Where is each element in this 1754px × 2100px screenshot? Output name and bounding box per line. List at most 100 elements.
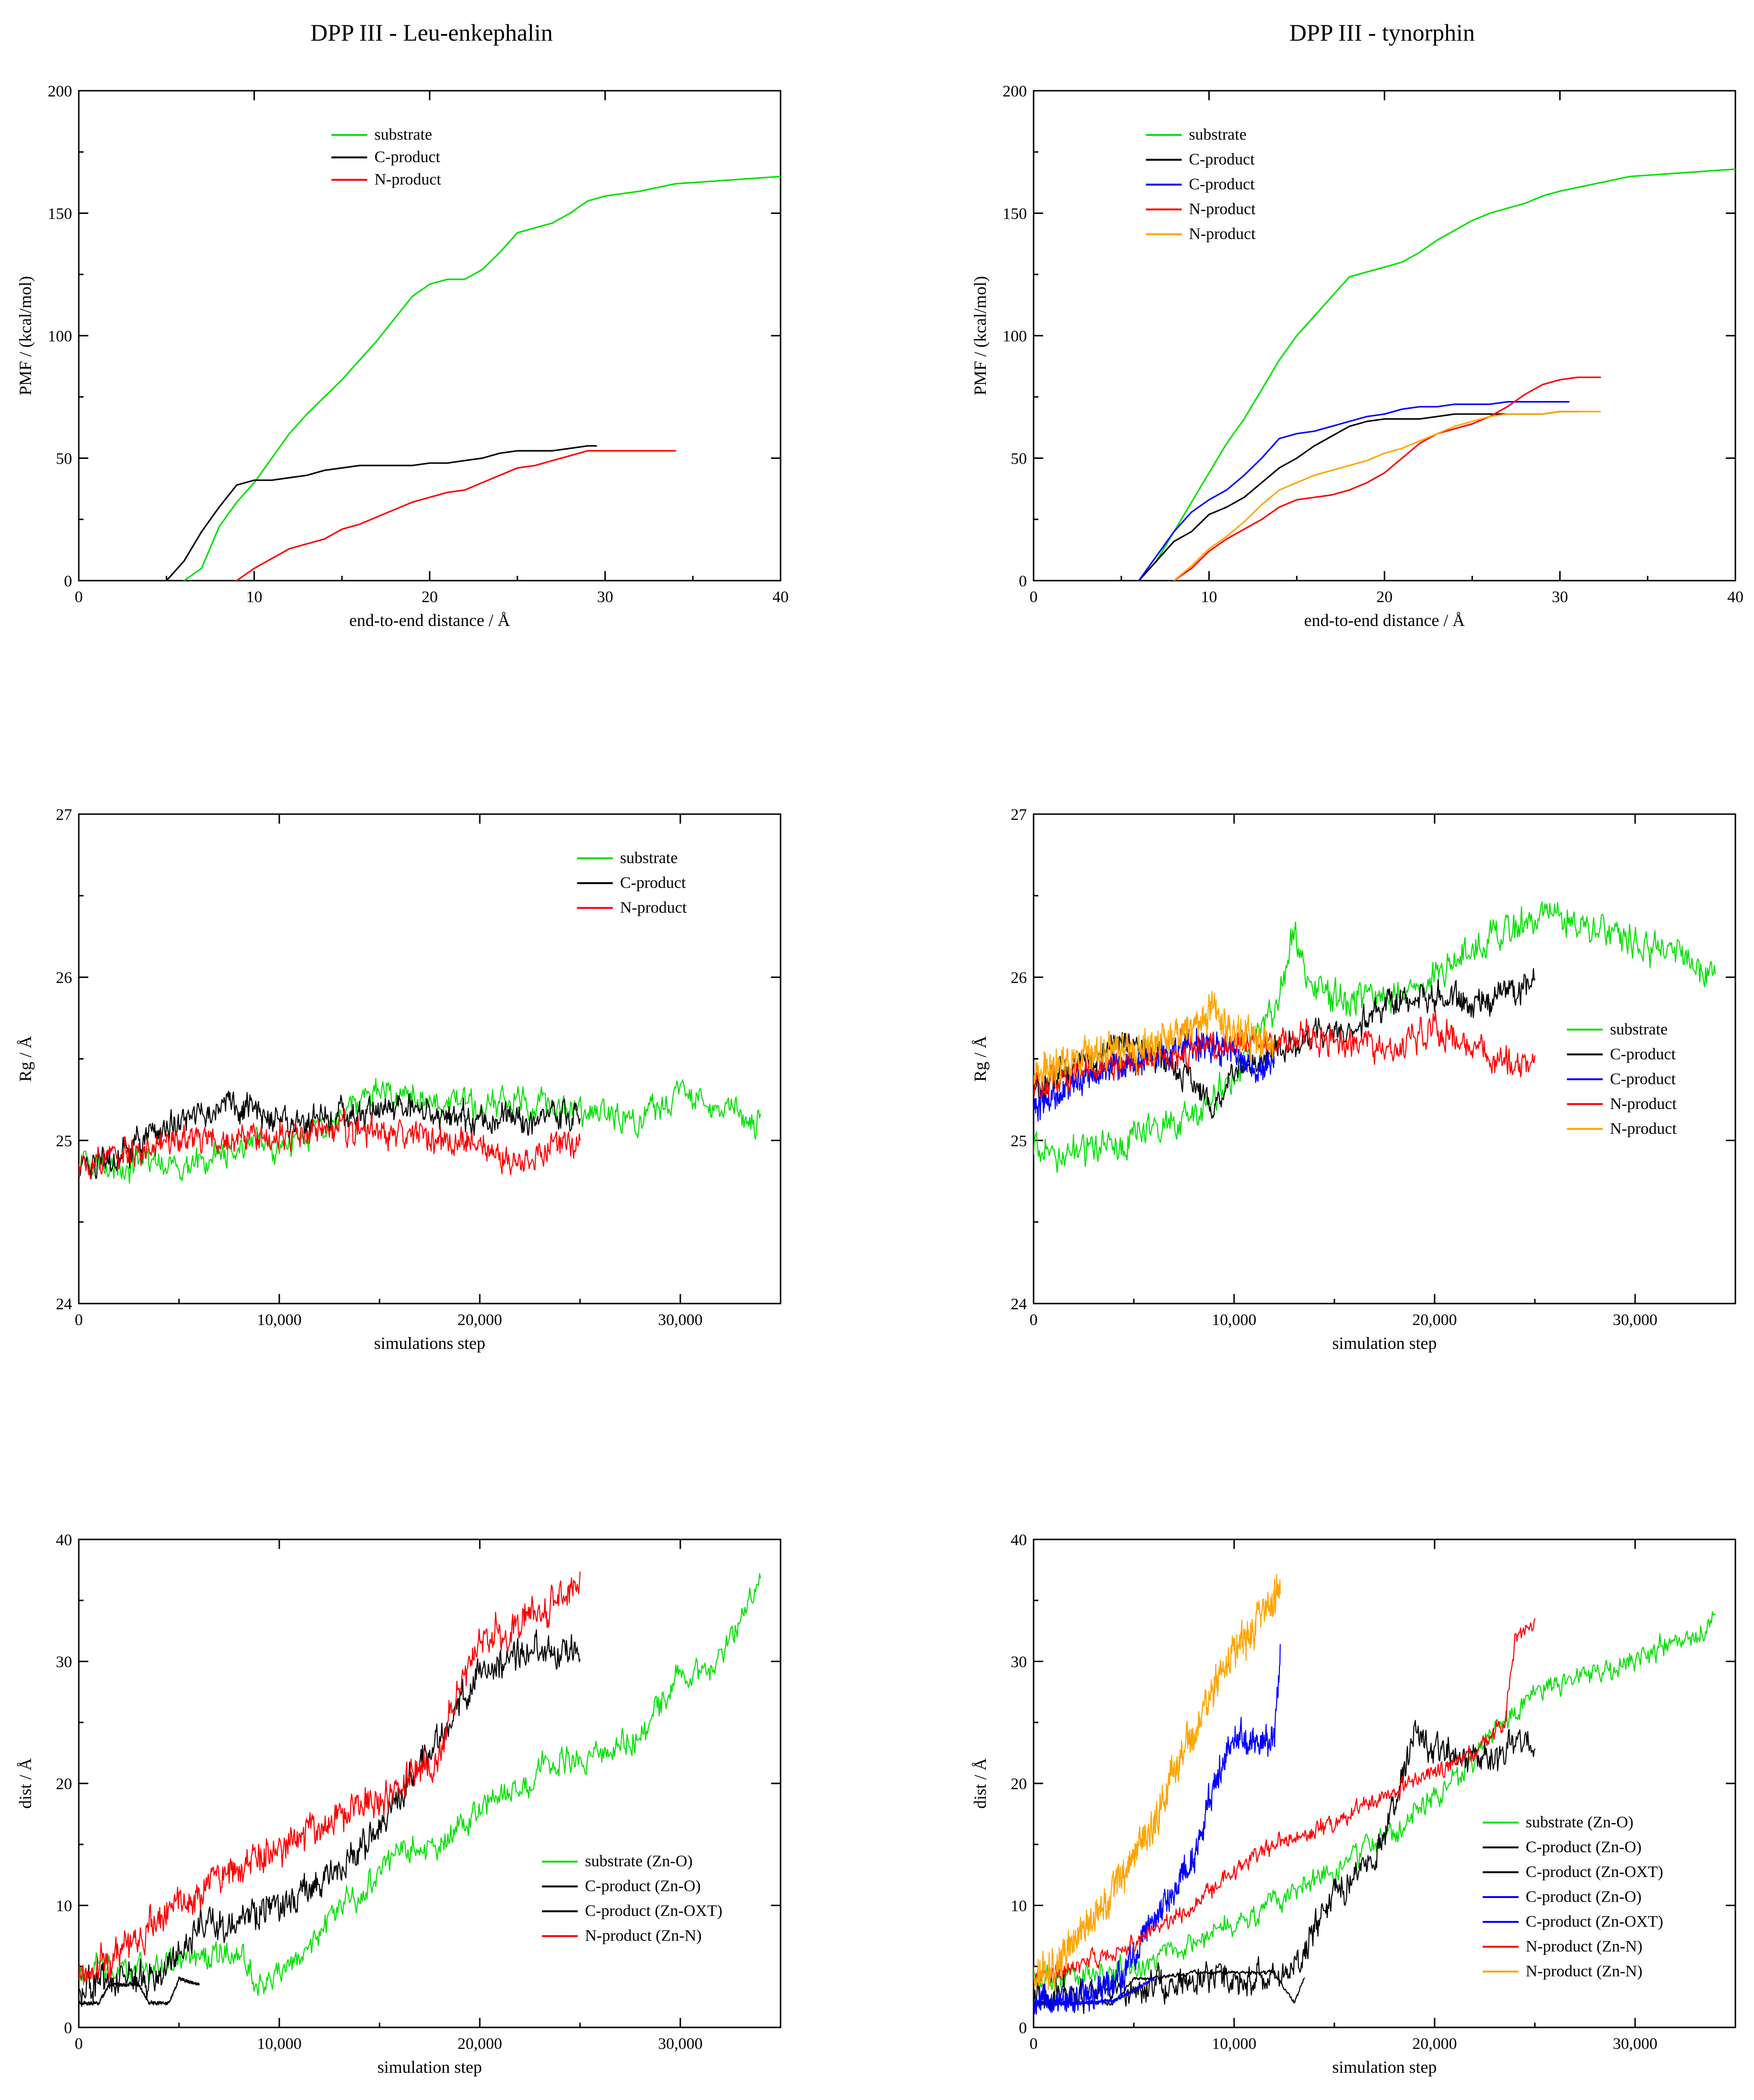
series-group — [1034, 1574, 1716, 2015]
legend-label-c-product-zn-o: C-product (Zn-O) — [585, 1877, 701, 1895]
y-tick-label: 50 — [1011, 450, 1027, 468]
x-tick-label: 10,000 — [1212, 1311, 1257, 1329]
panel-1-2: 0 10,000 20,000 30,000 0 10 20 30 40 simulation s… — [971, 1531, 1736, 2077]
x-tick-label: 30 — [597, 588, 613, 606]
x-tick-label: 10 — [1201, 588, 1217, 606]
plot-frame — [1033, 90, 1736, 582]
x-tick-label: 10,000 — [1212, 2035, 1257, 2053]
y-tick-label: 26 — [56, 969, 72, 987]
legend-label-n-product-zn-n: N-product (Zn-N) — [1526, 1962, 1643, 1980]
legend-label-c-product: C-product — [620, 874, 686, 892]
legend-label-n-product: N-product — [1610, 1095, 1677, 1113]
series-group — [79, 1078, 761, 1184]
panel-0-1: 0 10,000 20,000 30,000 24 25 26 27 simulations s… — [16, 806, 782, 1353]
x-axis-label: end-to-end distance / Å — [349, 611, 510, 630]
series-n-product-line — [79, 1108, 581, 1180]
series-n-product-zn-n-line — [79, 1571, 581, 1982]
x-tick-label: 20,000 — [457, 1311, 502, 1329]
legend-label-substrate-zn-o: substrate (Zn-O) — [1526, 1814, 1634, 1831]
legend-label-substrate: substrate — [620, 849, 678, 867]
x-axis-label: simulation step — [1332, 1334, 1437, 1353]
y-tick-label: 30 — [56, 1654, 72, 1671]
y-tick-label: 27 — [1011, 806, 1027, 824]
series-n-product-zn-n-line — [1034, 1618, 1536, 1984]
series-n-product-line — [1034, 991, 1275, 1090]
legend-label-c-product: C-product — [1189, 176, 1255, 193]
legend-label-n-product: N-product — [374, 171, 441, 189]
series-group — [166, 176, 781, 581]
legend-label-c-product: C-product — [1610, 1070, 1676, 1088]
legend-label-c-product-zn-o: C-product (Zn-O) — [1526, 1888, 1642, 1906]
panel-0-0: 0 10 20 30 40 0 50 100 150 200 end-to-end distance… — [16, 83, 789, 630]
y-tick-label: 150 — [1003, 205, 1027, 223]
y-tick-label: 100 — [48, 328, 72, 345]
x-tick-label: 30,000 — [1613, 2035, 1658, 2053]
legend-label-c-product-zn-oxt: C-product (Zn-OXT) — [585, 1902, 722, 1920]
series-n-product-line — [236, 450, 676, 581]
y-tick-label: 25 — [56, 1132, 72, 1150]
series-c-product-zn-o-line — [1034, 1644, 1281, 2015]
x-tick-label: 30,000 — [1613, 1311, 1658, 1329]
x-tick-label: 20,000 — [457, 2035, 502, 2053]
legend-label-c-product-zn-oxt: C-product (Zn-OXT) — [1526, 1863, 1663, 1881]
y-axis-label: dist / Å — [971, 1758, 990, 1809]
series-n-product-line — [1034, 1009, 1536, 1098]
series-c-product-line — [166, 445, 597, 581]
legend-label-substrate: substrate — [1189, 126, 1247, 144]
x-tick-label: 20 — [1376, 588, 1393, 606]
x-tick-label: 0 — [75, 2035, 83, 2053]
legend-label-n-product-zn-n: N-product (Zn-N) — [1526, 1938, 1643, 1955]
legend-label-substrate: substrate — [374, 126, 432, 144]
x-tick-label: 0 — [1030, 2035, 1038, 2053]
series-substrate-line — [1138, 168, 1735, 581]
x-tick-label: 10 — [246, 588, 263, 606]
x-tick-label: 30 — [1552, 588, 1568, 606]
y-tick-label: 25 — [1011, 1132, 1027, 1150]
legend-label-substrate: substrate — [1610, 1020, 1668, 1038]
series-c-product-line — [79, 1091, 581, 1179]
legend-label-n-product: N-product — [1189, 201, 1256, 218]
legend-label-n-product: N-product — [620, 899, 687, 917]
x-tick-label: 10,000 — [257, 2035, 302, 2053]
x-tick-label: 40 — [1727, 588, 1743, 606]
y-tick-label: 10 — [1011, 1898, 1027, 1915]
y-tick-label: 30 — [1011, 1654, 1027, 1671]
x-axis-label: simulations step — [374, 1334, 486, 1353]
x-axis-label: simulation step — [378, 2058, 482, 2077]
legend: substrate (Zn-O) C-product (Zn-O) C-produc… — [542, 1853, 722, 1945]
series-group — [1034, 901, 1716, 1173]
column-title-leu-enkephalin: DPP III - Leu-enkephalin — [310, 19, 553, 46]
panel-0-2: 0 10,000 20,000 30,000 0 10 20 30 40 simulation s… — [16, 1531, 782, 2077]
legend-label-n-product: N-product — [1610, 1120, 1677, 1137]
y-tick-label: 24 — [1011, 1295, 1027, 1313]
x-tick-label: 10,000 — [257, 1311, 302, 1329]
y-tick-label: 0 — [1019, 2019, 1027, 2037]
y-tick-label: 40 — [1011, 1531, 1027, 1549]
y-tick-label: 20 — [1011, 1775, 1027, 1793]
series-substrate-zn-o-line — [1034, 1611, 1716, 1991]
series-c-product-zn-oxt-line — [1034, 1977, 1155, 2006]
y-tick-label: 200 — [48, 83, 72, 100]
y-axis-label: PMF / (kcal/mol) — [16, 276, 35, 395]
y-tick-label: 20 — [56, 1775, 72, 1793]
y-tick-label: 0 — [1019, 573, 1027, 590]
x-tick-label: 0 — [75, 1311, 83, 1329]
x-tick-label: 40 — [772, 588, 789, 606]
series-substrate-zn-o-line — [79, 1573, 761, 1996]
y-axis-label: dist / Å — [16, 1758, 35, 1809]
y-tick-label: 26 — [1011, 969, 1027, 987]
series-n-product-line — [1173, 376, 1601, 581]
y-tick-label: 24 — [56, 1295, 72, 1313]
series-n-product-line — [1173, 411, 1601, 581]
legend-label-n-product: N-product — [1189, 225, 1256, 243]
series-c-product-line — [1138, 401, 1570, 581]
y-axis-label: Rg / Å — [971, 1036, 990, 1082]
y-tick-label: 0 — [64, 2019, 72, 2037]
y-tick-label: 40 — [56, 1531, 72, 1549]
legend-label-substrate-zn-o: substrate (Zn-O) — [585, 1853, 693, 1870]
y-tick-label: 200 — [1003, 83, 1027, 100]
series-substrate-line — [183, 176, 781, 581]
column-title-tynorphin: DPP III - tynorphin — [1289, 19, 1475, 46]
x-tick-label: 30,000 — [658, 2035, 703, 2053]
